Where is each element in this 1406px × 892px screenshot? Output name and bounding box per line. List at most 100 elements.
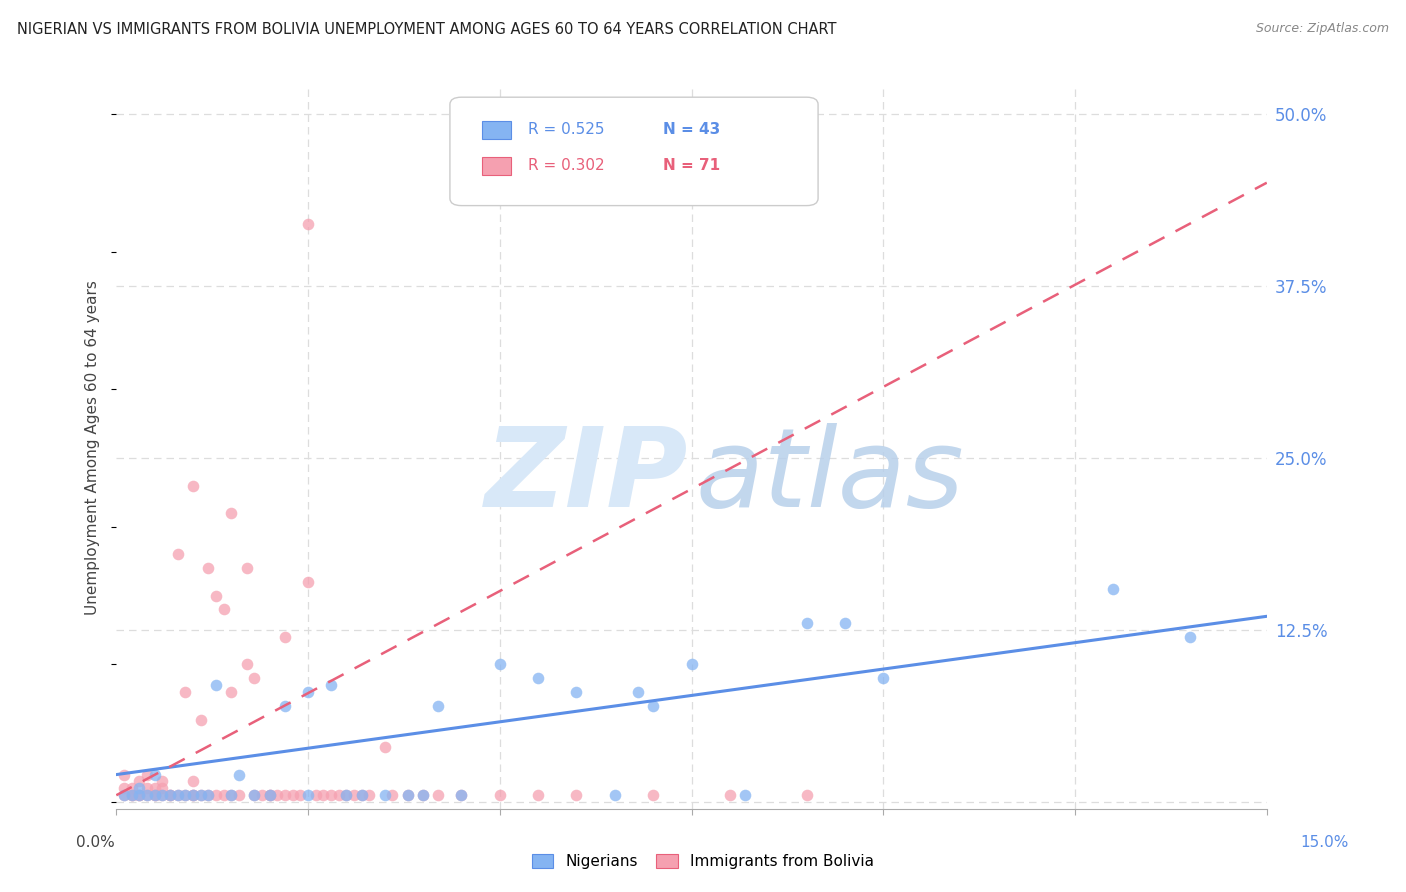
Point xyxy=(243,789,266,803)
Point xyxy=(128,774,150,789)
Point xyxy=(205,678,228,692)
Text: ZIP: ZIP xyxy=(485,423,688,530)
Point xyxy=(128,789,150,803)
Point xyxy=(350,789,373,803)
Point xyxy=(734,789,756,803)
Point xyxy=(181,789,204,803)
Text: 0.0%: 0.0% xyxy=(76,836,115,850)
Point xyxy=(872,671,894,685)
Point xyxy=(159,789,181,803)
Point xyxy=(527,789,550,803)
Y-axis label: Unemployment Among Ages 60 to 64 years: Unemployment Among Ages 60 to 64 years xyxy=(86,280,100,615)
Point xyxy=(312,789,335,803)
FancyBboxPatch shape xyxy=(482,120,510,139)
Point xyxy=(274,789,297,803)
Point xyxy=(343,789,366,803)
Point xyxy=(166,789,188,803)
Point xyxy=(350,789,373,803)
Point xyxy=(197,561,219,575)
Point xyxy=(143,789,166,803)
Point xyxy=(305,789,328,803)
Point xyxy=(274,630,297,644)
Point xyxy=(221,685,243,699)
Point xyxy=(335,789,357,803)
Point xyxy=(450,789,472,803)
Point xyxy=(243,789,266,803)
Point xyxy=(143,767,166,781)
Legend: Nigerians, Immigrants from Bolivia: Nigerians, Immigrants from Bolivia xyxy=(526,847,880,875)
Point xyxy=(121,789,143,803)
Point xyxy=(290,789,312,803)
Point xyxy=(259,789,281,803)
Point xyxy=(136,789,159,803)
Text: R = 0.302: R = 0.302 xyxy=(529,159,605,173)
Text: 15.0%: 15.0% xyxy=(1301,836,1348,850)
Point xyxy=(181,789,204,803)
Text: Source: ZipAtlas.com: Source: ZipAtlas.com xyxy=(1256,22,1389,36)
Point xyxy=(166,789,188,803)
Point xyxy=(143,789,166,803)
Point xyxy=(427,789,450,803)
Point xyxy=(121,781,143,796)
Point xyxy=(181,774,204,789)
Point xyxy=(128,789,150,803)
Point xyxy=(235,657,257,672)
Point xyxy=(128,781,150,796)
Point xyxy=(221,789,243,803)
Point xyxy=(121,789,143,803)
Point xyxy=(281,789,304,803)
Point xyxy=(374,740,396,755)
Point xyxy=(212,602,235,616)
Point xyxy=(328,789,350,803)
Point xyxy=(174,789,197,803)
Point xyxy=(603,789,626,803)
Point xyxy=(197,789,219,803)
Point xyxy=(796,616,818,631)
Point xyxy=(627,685,650,699)
Point xyxy=(128,789,150,803)
Point xyxy=(190,789,212,803)
Point xyxy=(112,767,135,781)
Point xyxy=(259,789,281,803)
Text: NIGERIAN VS IMMIGRANTS FROM BOLIVIA UNEMPLOYMENT AMONG AGES 60 TO 64 YEARS CORRE: NIGERIAN VS IMMIGRANTS FROM BOLIVIA UNEM… xyxy=(17,22,837,37)
Point xyxy=(221,506,243,520)
Point xyxy=(150,789,173,803)
FancyBboxPatch shape xyxy=(450,97,818,205)
Point xyxy=(359,789,381,803)
Point xyxy=(181,478,204,492)
Point xyxy=(250,789,273,803)
Point xyxy=(266,789,288,803)
Point xyxy=(412,789,434,803)
Point xyxy=(121,789,143,803)
Point xyxy=(319,678,342,692)
Point xyxy=(565,685,588,699)
Point xyxy=(205,789,228,803)
Text: N = 43: N = 43 xyxy=(662,122,720,137)
Point xyxy=(235,561,257,575)
Point xyxy=(112,789,135,803)
Point xyxy=(112,789,135,803)
Point xyxy=(150,774,173,789)
Point xyxy=(166,547,188,561)
Point xyxy=(174,789,197,803)
Point xyxy=(274,698,297,713)
Point xyxy=(381,789,404,803)
Point xyxy=(205,589,228,603)
Point xyxy=(1102,582,1125,596)
Point xyxy=(197,789,219,803)
Point xyxy=(718,789,741,803)
Point xyxy=(396,789,419,803)
Point xyxy=(527,671,550,685)
Point xyxy=(150,781,173,796)
Point xyxy=(643,698,665,713)
Point xyxy=(181,789,204,803)
Point xyxy=(796,789,818,803)
Point xyxy=(221,789,243,803)
Point xyxy=(174,685,197,699)
Point xyxy=(297,789,319,803)
Point xyxy=(112,781,135,796)
Point xyxy=(150,789,173,803)
Point xyxy=(136,789,159,803)
Point xyxy=(319,789,342,803)
Text: N = 71: N = 71 xyxy=(662,159,720,173)
